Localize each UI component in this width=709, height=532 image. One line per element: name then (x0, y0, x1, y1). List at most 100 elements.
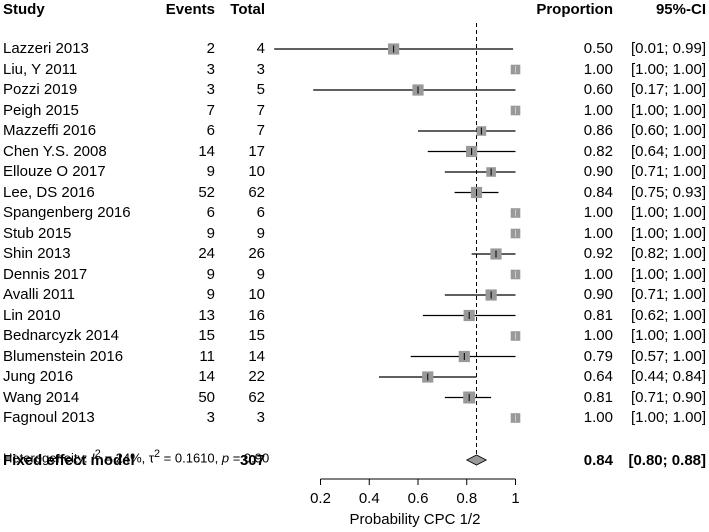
study-name: Dennis 2017 (3, 265, 88, 283)
x-axis-label: Probability CPC 1/2 (349, 511, 481, 528)
study-total: 62 (248, 388, 265, 406)
study-name: Shin 2013 (3, 245, 71, 262)
study-name: Blumenstein 2016 (3, 347, 124, 365)
study-ci: [0.75; 0.93] (630, 183, 706, 201)
study-total: 62 (248, 183, 265, 201)
x-tick-label: 1 (511, 490, 519, 507)
study-events: 2 (206, 40, 215, 57)
study-events: 6 (206, 204, 215, 221)
study-name: Jung 2016 (3, 368, 74, 385)
study-events: 24 (198, 245, 215, 262)
study-proportion: 1.00 (583, 204, 613, 221)
header-study: Study (3, 1, 45, 18)
study-ci: [0.60; 1.00] (630, 122, 706, 139)
het-p-symbol: p (221, 450, 230, 466)
study-events: 9 (206, 163, 215, 180)
summary-diamond (465, 454, 488, 466)
study-total: 26 (248, 245, 265, 262)
study-ci: [0.71; 1.00] (630, 286, 706, 303)
study-proportion: 0.64 (583, 368, 613, 385)
heterogeneity-text: Heterogeneity: I2 = 24%, τ2 = 0.1610, p … (3, 448, 269, 465)
study-total: 22 (248, 368, 265, 385)
study-proportion: 0.81 (583, 388, 613, 406)
study-ci: [0.17; 1.00] (630, 81, 706, 98)
study-events: 7 (206, 101, 215, 119)
study-proportion: 1.00 (583, 101, 613, 119)
study-total: 3 (256, 409, 265, 426)
study-total: 3 (256, 60, 265, 78)
summary-total: 307 (239, 452, 265, 469)
study-total: 7 (256, 122, 265, 139)
study-events: 6 (206, 122, 215, 139)
study-proportion: 0.82 (583, 142, 613, 160)
study-total: 7 (256, 101, 265, 119)
study-ci: [0.64; 1.00] (630, 142, 706, 160)
study-ci: [1.00; 1.00] (630, 224, 706, 242)
summary-ci: [0.80; 0.88] (628, 452, 706, 469)
study-proportion: 0.60 (583, 81, 613, 98)
study-name: Lee, DS 2016 (3, 183, 95, 201)
header-total: Total (230, 1, 265, 18)
study-name: Lazzeri 2013 (3, 40, 89, 57)
het-i2-sup: 2 (94, 448, 101, 460)
study-events: 9 (206, 286, 215, 303)
x-tick-label: 0.4 (359, 490, 380, 507)
study-ci: [0.01; 0.99] (630, 40, 706, 57)
study-name: Pozzi 2019 (3, 81, 78, 98)
study-ci: [0.57; 1.00] (630, 347, 706, 365)
study-events: 3 (206, 81, 215, 98)
x-tick-label: 0.6 (408, 490, 429, 507)
study-total: 10 (248, 286, 265, 303)
het-tau-sup: 2 (154, 448, 161, 460)
study-events: 14 (198, 368, 215, 385)
study-name: Ellouze O 2017 (3, 163, 106, 180)
study-ci: [1.00; 1.00] (630, 327, 706, 344)
study-events: 3 (206, 409, 215, 426)
study-name: Fagnoul 2013 (3, 409, 95, 426)
study-proportion: 0.79 (583, 347, 613, 365)
summary-proportion: 0.84 (583, 452, 613, 469)
study-name: Wang 2014 (3, 388, 80, 406)
study-proportion: 0.81 (583, 306, 613, 324)
study-proportion: 1.00 (583, 60, 613, 78)
study-ci: [0.82; 1.00] (630, 245, 706, 262)
het-p-value: = 0.90 (229, 450, 270, 466)
study-ci: [1.00; 1.00] (630, 204, 706, 221)
het-tau-symbol: τ (148, 450, 155, 466)
study-events: 13 (198, 306, 215, 324)
study-events: 15 (198, 327, 215, 344)
study-ci: [0.71; 1.00] (630, 163, 706, 180)
header-proportion: Proportion (536, 1, 613, 18)
x-tick-label: 0.2 (310, 490, 331, 507)
study-proportion: 0.50 (583, 40, 613, 57)
het-prefix: Heterogeneity: (3, 450, 92, 466)
study-total: 17 (248, 142, 265, 160)
study-proportion: 1.00 (583, 265, 613, 283)
study-name: Stub 2015 (3, 224, 72, 242)
study-total: 14 (248, 347, 265, 365)
het-tau-value: = 0.1610, (160, 450, 222, 466)
study-events: 9 (206, 224, 215, 242)
study-events: 11 (199, 347, 215, 365)
het-i2-symbol: I (91, 450, 95, 466)
summary-label: Fixed effect model (3, 452, 135, 469)
study-events: 50 (198, 388, 215, 406)
study-total: 5 (256, 81, 265, 98)
study-events: 14 (198, 142, 215, 160)
study-ci: [0.44; 0.84] (630, 368, 706, 385)
study-total: 15 (248, 327, 265, 344)
study-name: Bednarcyzk 2014 (3, 327, 119, 344)
study-name: Peigh 2015 (3, 101, 79, 119)
study-total: 9 (256, 224, 265, 242)
study-total: 16 (248, 306, 265, 324)
study-ci: [1.00; 1.00] (630, 409, 706, 426)
study-events: 3 (206, 60, 215, 78)
study-events: 52 (198, 183, 215, 201)
study-proportion: 0.86 (583, 122, 613, 139)
study-proportion: 0.90 (583, 286, 613, 303)
study-proportion: 1.00 (583, 409, 613, 426)
header-ci: 95%-CI (655, 1, 706, 18)
study-name: Avalli 2011 (3, 286, 75, 303)
study-ci: [1.00; 1.00] (630, 101, 706, 119)
